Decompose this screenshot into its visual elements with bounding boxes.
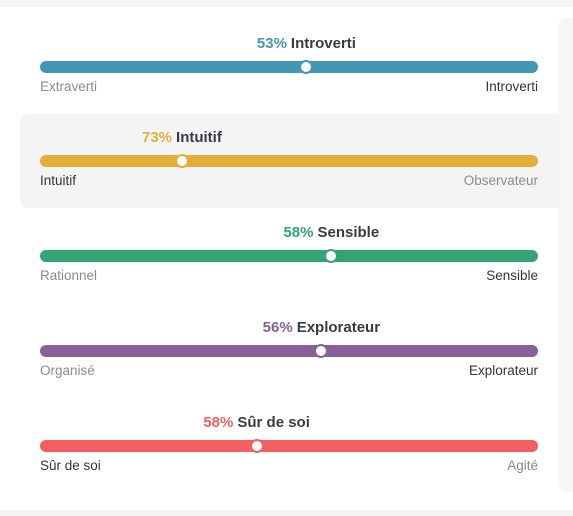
trait-title: 58% Sensible <box>40 224 538 244</box>
trait-title: 56% Explorateur <box>40 319 538 339</box>
trait-percent: 56% <box>262 319 293 336</box>
trait-bar[interactable] <box>40 439 538 453</box>
trait-row-identity[interactable]: 58% Sûr de soi Sûr de soi Agité <box>20 399 558 493</box>
trait-right-label: Agité <box>507 458 538 473</box>
trait-bar[interactable] <box>40 154 538 168</box>
side-panel <box>558 18 573 492</box>
bottom-edge <box>0 510 573 516</box>
trait-percent: 53% <box>256 35 287 52</box>
top-edge <box>0 0 573 7</box>
trait-left-label: Rationnel <box>40 268 98 283</box>
trait-bar[interactable] <box>40 60 538 74</box>
trait-title: 58% Sûr de soi <box>40 414 538 434</box>
trait-title: 53% Introverti <box>40 35 538 55</box>
trait-right-label: Sensible <box>486 268 538 283</box>
trait-right-label: Introverti <box>485 79 538 94</box>
trait-row-nature[interactable]: 58% Sensible Rationnel Sensible <box>20 209 558 303</box>
trait-percent: 58% <box>203 414 234 431</box>
trait-percent: 73% <box>141 129 173 146</box>
trait-name: Sûr de soi <box>237 414 310 431</box>
trait-left-label: Sûr de soi <box>40 458 101 473</box>
trait-percent: 58% <box>283 224 314 241</box>
trait-slider-knob[interactable] <box>249 439 264 453</box>
trait-name: Explorateur <box>296 319 381 336</box>
trait-slider-knob[interactable] <box>324 249 339 263</box>
trait-row-tactics[interactable]: 56% Explorateur Organisé Explorateur <box>20 304 558 398</box>
trait-name: Introverti <box>290 35 356 52</box>
trait-bar[interactable] <box>40 249 538 263</box>
trait-slider-knob[interactable] <box>174 154 189 168</box>
trait-left-label: Organisé <box>40 363 95 378</box>
trait-slider-knob[interactable] <box>314 344 329 358</box>
trait-name: Sensible <box>317 224 380 241</box>
trait-row-mind[interactable]: 53% Introverti Extraverti Introverti <box>20 20 558 114</box>
trait-title: 73% Intuitif <box>40 129 538 149</box>
trait-bar[interactable] <box>40 344 538 358</box>
trait-right-label: Explorateur <box>468 363 538 378</box>
trait-right-label: Observateur <box>463 173 538 188</box>
trait-left-label: Extraverti <box>40 79 98 94</box>
trait-row-energy[interactable]: 73% Intuitif Intuitif Observateur <box>20 114 558 208</box>
trait-left-label: Intuitif <box>40 173 77 188</box>
trait-name: Intuitif <box>176 129 222 146</box>
trait-slider-knob[interactable] <box>299 60 314 74</box>
